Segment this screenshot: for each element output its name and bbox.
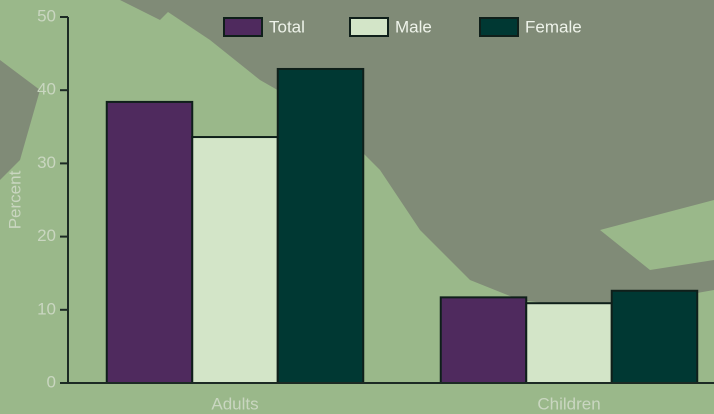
legend-label: Male [395,17,432,36]
plot: 0 10 20 30 40 50 Adults Children Total Male Female [37,6,714,413]
legend-label: Female [525,17,582,36]
legend-swatch [223,17,263,37]
y-tick-label: 50 [37,6,56,25]
y-tick-label: 30 [37,153,56,172]
bar [276,67,365,385]
y-tick-label: 0 [47,372,56,391]
legend-swatch [479,17,519,37]
bar [191,136,279,384]
y-tick-label: 40 [37,80,56,99]
x-tick-label: Adults [211,394,258,413]
bar [439,296,528,384]
map-water [120,0,180,20]
legend-label: Total [269,17,305,36]
map-water [0,60,40,180]
y-axis-label: Percent [5,170,24,229]
bar [610,289,699,385]
bar [105,100,194,385]
map-land [600,200,714,270]
y-tick-label: 20 [37,226,56,245]
y-tick-label: 10 [37,299,56,318]
bar [525,302,613,385]
x-tick-label: Children [537,394,600,413]
legend-swatch [349,17,389,37]
